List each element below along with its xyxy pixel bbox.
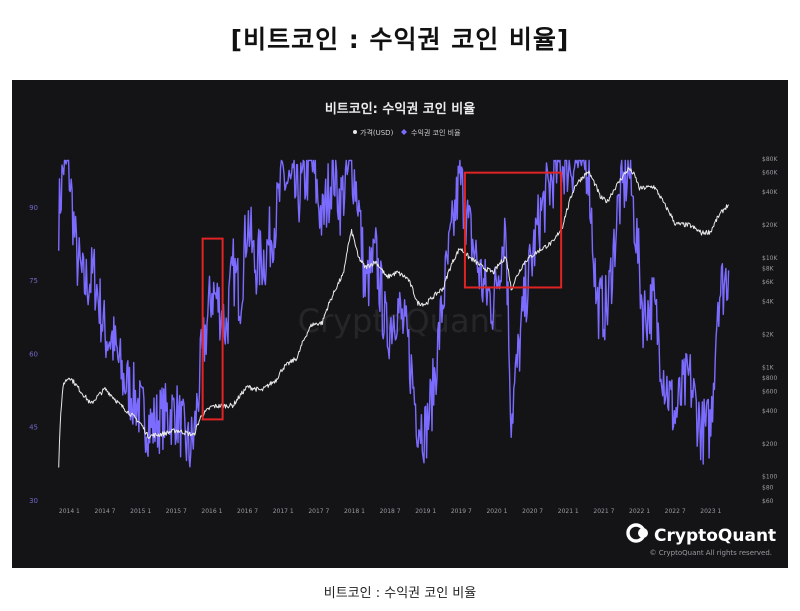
legend-ratio-marker [401,129,407,135]
y-right-tick-label: $400 [762,408,777,415]
y-right-tick-label: $10K [762,255,778,262]
x-tick-label: 2016 1 [201,508,222,515]
highlight-box [201,237,224,421]
brand-name: CryptoQuant [654,526,776,546]
chart-panel: 비트코인: 수익권 코인 비율 가격(USD) 수익권 코인 비율 Crypto… [12,80,788,568]
x-tick-label: 2022 1 [629,508,650,515]
y-right-tick-label: $60 [762,498,774,505]
highlight-box [463,171,563,289]
y-right-tick-label: $8K [762,265,775,272]
y-right-tick-label: $2K [762,331,775,338]
y-left-tick-label: 75 [29,277,38,285]
y-left-tick-label: 90 [29,204,38,212]
y-left-tick-label: 30 [29,497,38,505]
x-tick-label: 2020 1 [486,508,507,515]
y-right-tick-label: $40K [762,189,778,196]
x-tick-label: 2018 1 [344,508,365,515]
x-tick-label: 2019 1 [415,508,436,515]
legend-ratio-label: 수익권 코인 비율 [411,128,461,137]
x-tick-label: 2022 7 [665,508,686,515]
y-right-tick-label: $1K [762,364,775,371]
chart-svg: 비트코인: 수익권 코인 비율 가격(USD) 수익권 코인 비율 Crypto… [29,101,778,557]
legend: 가격(USD) 수익권 코인 비율 [353,128,461,137]
x-tick-label: 2015 7 [166,508,187,515]
x-tick-label: 2014 7 [95,508,116,515]
annotation-layer [201,171,563,421]
ratio-series-line [58,159,730,468]
y-right-tick-label: $80 [762,484,774,491]
y-right-tick-label: $6K [762,279,775,286]
price-series-line [58,167,730,468]
cryptoquant-logo-icon [626,523,648,543]
x-tick-label: 2021 7 [593,508,614,515]
legend-price-label: 가격(USD) [360,128,394,137]
x-tick-label: 2020 7 [522,508,543,515]
x-axis: 2014 1 2014 7 2015 1 2015 7 2016 1 2016 7 2017… [59,508,722,515]
x-tick-label: 2017 1 [273,508,294,515]
x-tick-label: 2018 7 [380,508,401,515]
series-layer [58,159,730,468]
y-left-tick-label: 60 [29,350,38,358]
right-axis: $60 $80 $100 $200 $400 $600 $800 $1K $2K $4K $6K $8… [762,156,778,505]
chart-caption: 비트코인 : 수익권 코인 비율 [323,586,477,601]
x-tick-label: 2014 1 [59,508,80,515]
x-tick-label: 2016 7 [237,508,258,515]
y-right-tick-label: $4K [762,298,775,305]
y-right-tick-label: $80K [762,156,778,163]
chart-title: 비트코인: 수익권 코인 비율 [325,101,475,117]
y-right-tick-label: $800 [762,375,777,382]
brand-block: CryptoQuant © CryptoQuant All rights res… [626,523,776,557]
y-right-tick-label: $600 [762,389,777,396]
legend-price-marker [353,130,357,134]
y-right-tick-label: $60K [762,170,778,177]
y-right-tick-label: $100 [762,474,777,481]
x-tick-label: 2019 7 [451,508,472,515]
page-heading: [비트코인 : 수익권 코인 비율] [230,25,570,54]
x-tick-label: 2021 1 [558,508,579,515]
y-left-tick-label: 45 [29,424,38,432]
y-right-tick-label: $200 [762,441,777,448]
y-right-tick-label: $20K [762,222,778,229]
x-tick-label: 2023 1 [700,508,721,515]
left-axis: 30 45 60 75 90 [29,204,38,505]
x-tick-label: 2015 1 [130,508,151,515]
x-tick-label: 2017 7 [308,508,329,515]
brand-copyright: © CryptoQuant All rights reserved. [650,549,772,557]
watermark: CryptoQuant [298,302,503,340]
